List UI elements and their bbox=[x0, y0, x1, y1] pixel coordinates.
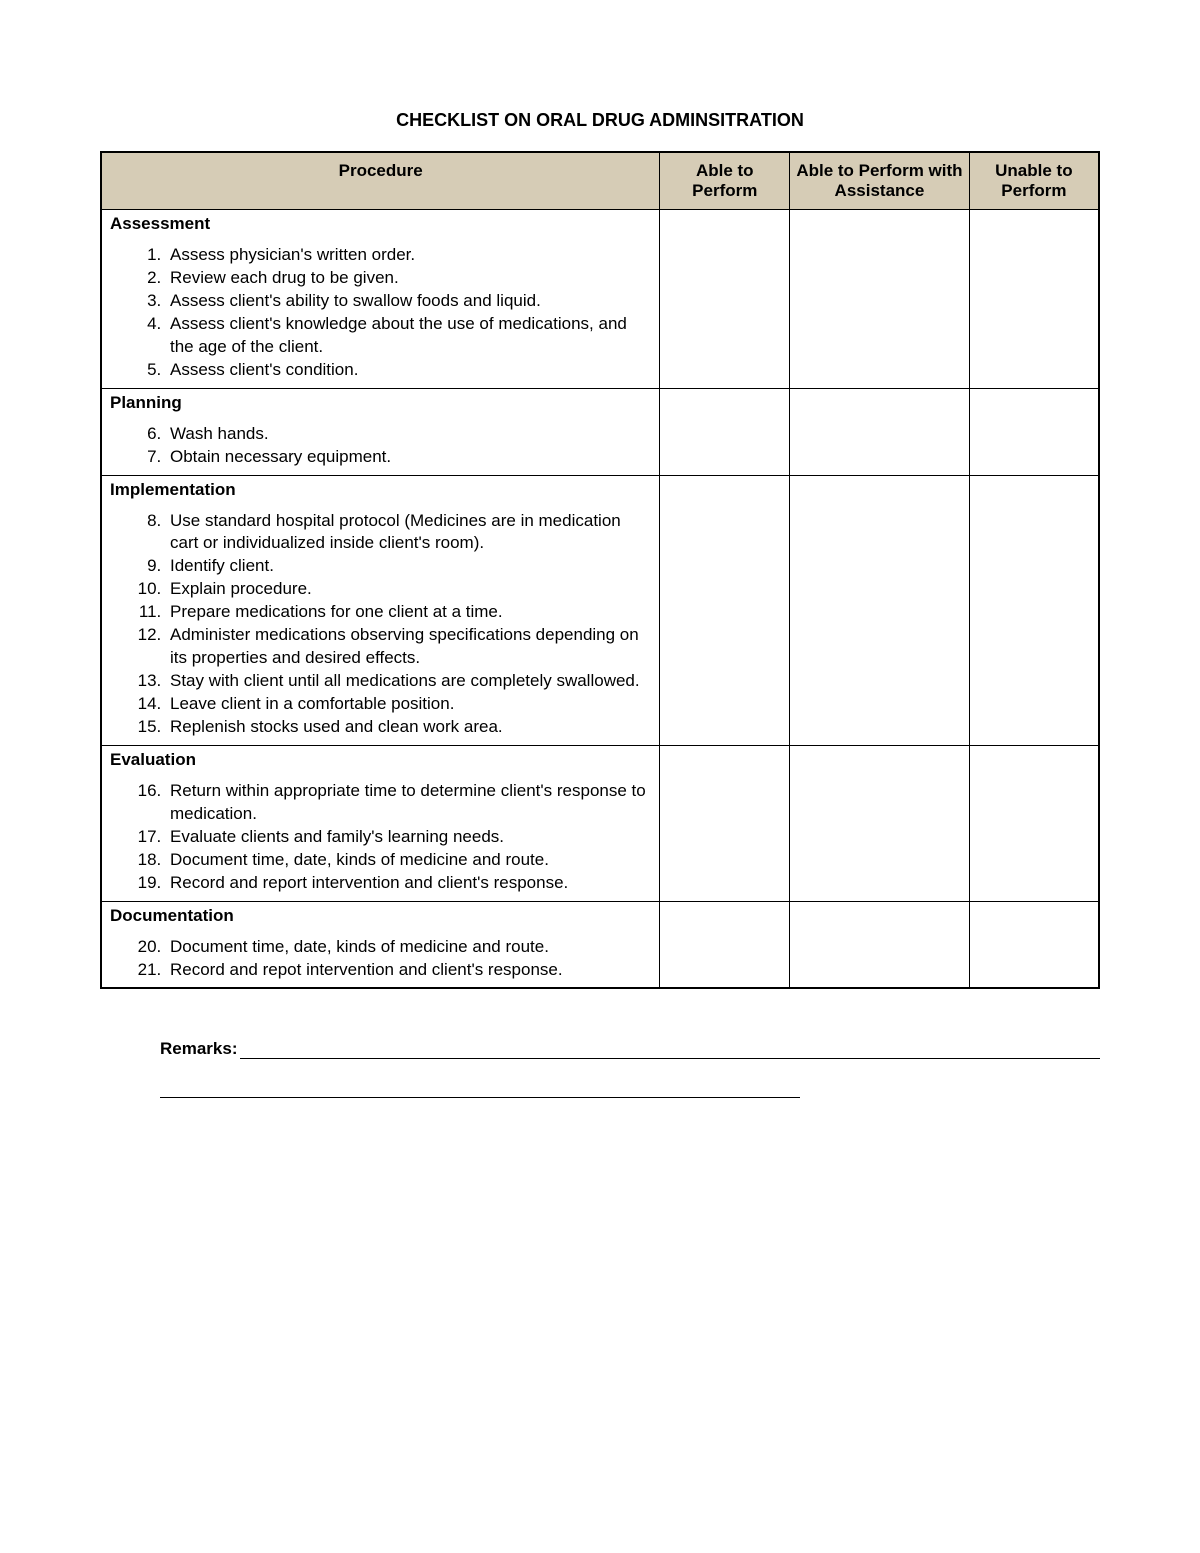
table-row: Planning Wash hands.Obtain necessary equi… bbox=[101, 388, 1099, 475]
blank-cell bbox=[969, 388, 1099, 475]
list-item: Identify client. bbox=[166, 555, 651, 578]
list-item: Obtain necessary equipment. bbox=[166, 446, 651, 469]
list-item: Record and report intervention and clien… bbox=[166, 872, 651, 895]
list-item: Explain procedure. bbox=[166, 578, 651, 601]
remarks-line-2 bbox=[160, 1079, 800, 1098]
col-able-header: Able to Perform bbox=[660, 152, 790, 210]
col-procedure-header: Procedure bbox=[101, 152, 660, 210]
list-item: Assess client's condition. bbox=[166, 359, 651, 382]
list-item: Document time, date, kinds of medicine a… bbox=[166, 936, 651, 959]
section-steps: Use standard hospital protocol (Medicine… bbox=[110, 510, 651, 739]
section-steps: Assess physician's written order.Review … bbox=[110, 244, 651, 382]
list-item: Wash hands. bbox=[166, 423, 651, 446]
remarks-block: Remarks: bbox=[160, 1039, 1100, 1098]
section-cell: Evaluation Return within appropriate time… bbox=[101, 745, 660, 901]
list-item: Administer medications observing specifi… bbox=[166, 624, 651, 670]
list-item: Assess client's knowledge about the use … bbox=[166, 313, 651, 359]
table-row: Implementation Use standard hospital prot… bbox=[101, 475, 1099, 745]
checklist-table: Procedure Able to Perform Able to Perfor… bbox=[100, 151, 1100, 989]
blank-cell bbox=[969, 475, 1099, 745]
list-item: Stay with client until all medications a… bbox=[166, 670, 651, 693]
section-steps: Return within appropriate time to determ… bbox=[110, 780, 651, 895]
blank-cell bbox=[660, 901, 790, 988]
list-item: Assess client's ability to swallow foods… bbox=[166, 290, 651, 313]
section-cell: Planning Wash hands.Obtain necessary equi… bbox=[101, 388, 660, 475]
page-title: CHECKLIST ON ORAL DRUG ADMINSITRATION bbox=[100, 110, 1100, 131]
blank-cell bbox=[969, 745, 1099, 901]
list-item: Record and repot intervention and client… bbox=[166, 959, 651, 982]
list-item: Use standard hospital protocol (Medicine… bbox=[166, 510, 651, 556]
section-cell: Implementation Use standard hospital prot… bbox=[101, 475, 660, 745]
col-assist-header: Able to Perform with Assistance bbox=[790, 152, 970, 210]
list-item: Leave client in a comfortable position. bbox=[166, 693, 651, 716]
blank-cell bbox=[790, 745, 970, 901]
section-steps: Document time, date, kinds of medicine a… bbox=[110, 936, 651, 982]
blank-cell bbox=[790, 210, 970, 389]
blank-cell bbox=[969, 210, 1099, 389]
section-title: Documentation bbox=[110, 906, 651, 926]
list-item: Document time, date, kinds of medicine a… bbox=[166, 849, 651, 872]
blank-cell bbox=[969, 901, 1099, 988]
table-row: Evaluation Return within appropriate time… bbox=[101, 745, 1099, 901]
section-cell: Assessment Assess physician's written ord… bbox=[101, 210, 660, 389]
list-item: Assess physician's written order. bbox=[166, 244, 651, 267]
section-title: Implementation bbox=[110, 480, 651, 500]
section-cell: Documentation Document time, date, kinds … bbox=[101, 901, 660, 988]
table-header-row: Procedure Able to Perform Able to Perfor… bbox=[101, 152, 1099, 210]
list-item: Review each drug to be given. bbox=[166, 267, 651, 290]
list-item: Replenish stocks used and clean work are… bbox=[166, 716, 651, 739]
blank-cell bbox=[660, 210, 790, 389]
blank-cell bbox=[790, 475, 970, 745]
blank-cell bbox=[790, 388, 970, 475]
blank-cell bbox=[660, 388, 790, 475]
section-steps: Wash hands.Obtain necessary equipment. bbox=[110, 423, 651, 469]
page: CHECKLIST ON ORAL DRUG ADMINSITRATION Pr… bbox=[0, 0, 1200, 1553]
section-title: Evaluation bbox=[110, 750, 651, 770]
list-item: Return within appropriate time to determ… bbox=[166, 780, 651, 826]
col-unable-header: Unable to Perform bbox=[969, 152, 1099, 210]
blank-cell bbox=[790, 901, 970, 988]
section-title: Planning bbox=[110, 393, 651, 413]
list-item: Evaluate clients and family's learning n… bbox=[166, 826, 651, 849]
blank-cell bbox=[660, 745, 790, 901]
section-title: Assessment bbox=[110, 214, 651, 234]
remarks-line-1 bbox=[240, 1040, 1101, 1059]
table-row: Documentation Document time, date, kinds … bbox=[101, 901, 1099, 988]
table-row: Assessment Assess physician's written ord… bbox=[101, 210, 1099, 389]
list-item: Prepare medications for one client at a … bbox=[166, 601, 651, 624]
blank-cell bbox=[660, 475, 790, 745]
remarks-label: Remarks: bbox=[160, 1039, 238, 1059]
